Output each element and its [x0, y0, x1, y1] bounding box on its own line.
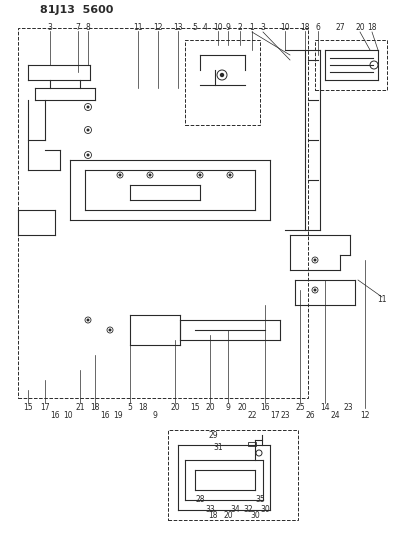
Text: 14: 14 — [320, 403, 330, 413]
Text: 11: 11 — [377, 295, 387, 304]
Text: 7: 7 — [76, 23, 80, 33]
Text: 17: 17 — [40, 403, 50, 413]
Text: 18: 18 — [367, 23, 377, 33]
Text: 18: 18 — [90, 403, 100, 413]
Text: 30: 30 — [250, 512, 260, 521]
Text: 23: 23 — [280, 410, 290, 419]
Text: 25: 25 — [295, 403, 305, 413]
Circle shape — [149, 174, 151, 176]
Text: 21: 21 — [75, 403, 85, 413]
Text: 16: 16 — [260, 403, 270, 413]
Text: 12: 12 — [153, 23, 163, 33]
Text: 9: 9 — [226, 403, 230, 413]
Text: 18: 18 — [300, 23, 310, 33]
Text: 16: 16 — [100, 410, 110, 419]
Text: 28: 28 — [195, 496, 205, 505]
Text: 23: 23 — [343, 403, 353, 413]
Text: 20: 20 — [237, 403, 247, 413]
Text: 15: 15 — [23, 403, 33, 413]
Text: 3: 3 — [261, 23, 265, 33]
Text: 24: 24 — [330, 410, 340, 419]
Text: 8: 8 — [86, 23, 90, 33]
Text: 1: 1 — [249, 23, 254, 33]
Text: 20: 20 — [355, 23, 365, 33]
Text: 13: 13 — [173, 23, 183, 33]
Text: 12: 12 — [360, 410, 370, 419]
Text: 16: 16 — [50, 410, 60, 419]
Circle shape — [314, 289, 316, 291]
Text: 32: 32 — [243, 505, 253, 514]
Text: 3: 3 — [48, 23, 52, 33]
Text: 19: 19 — [113, 410, 123, 419]
Text: 20: 20 — [205, 403, 215, 413]
Text: 10: 10 — [213, 23, 223, 33]
Text: 11: 11 — [133, 23, 143, 33]
Text: 27: 27 — [335, 23, 345, 33]
Circle shape — [87, 319, 89, 321]
Text: 20: 20 — [223, 512, 233, 521]
Circle shape — [119, 174, 121, 176]
Text: 35: 35 — [255, 496, 265, 505]
Text: 10: 10 — [280, 23, 290, 33]
Text: 20: 20 — [170, 403, 180, 413]
Bar — [315, 40, 387, 90]
Circle shape — [221, 74, 223, 77]
Text: 29: 29 — [208, 432, 218, 440]
Text: 26: 26 — [305, 410, 315, 419]
Circle shape — [229, 174, 231, 176]
Circle shape — [87, 154, 89, 156]
Text: 33: 33 — [205, 505, 215, 514]
Text: 2: 2 — [238, 23, 242, 33]
Text: 15: 15 — [190, 403, 200, 413]
Text: 31: 31 — [213, 442, 223, 451]
Text: 18: 18 — [208, 512, 218, 521]
Circle shape — [314, 259, 316, 261]
Text: 17: 17 — [270, 410, 280, 419]
Circle shape — [199, 174, 201, 176]
Text: 4: 4 — [203, 23, 208, 33]
Bar — [185, 40, 260, 125]
Text: 81J13  5600: 81J13 5600 — [40, 5, 113, 15]
Bar — [18, 28, 308, 398]
Text: 5: 5 — [192, 23, 198, 33]
Text: 9: 9 — [226, 23, 230, 33]
Text: 18: 18 — [138, 403, 148, 413]
Text: 9: 9 — [152, 410, 158, 419]
Text: 5: 5 — [128, 403, 132, 413]
Circle shape — [109, 329, 111, 331]
Text: 30: 30 — [260, 505, 270, 514]
Text: 10: 10 — [63, 410, 73, 419]
Bar — [248, 442, 256, 446]
Circle shape — [87, 106, 89, 108]
Bar — [168, 430, 298, 520]
Text: 6: 6 — [316, 23, 320, 33]
Text: 22: 22 — [247, 410, 257, 419]
Circle shape — [87, 129, 89, 131]
Text: 34: 34 — [230, 505, 240, 514]
